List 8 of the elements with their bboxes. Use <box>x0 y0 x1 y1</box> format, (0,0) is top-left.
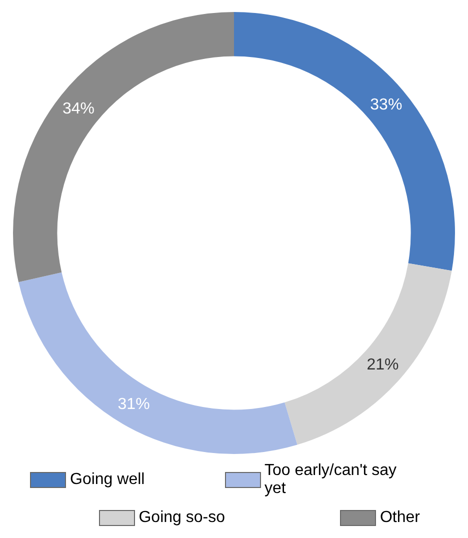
data-label: 21% <box>366 356 399 374</box>
legend-label: Going well <box>70 471 145 489</box>
data-label: 31% <box>118 396 150 414</box>
legend-label: Going so-so <box>138 509 225 527</box>
data-label: 34% <box>62 100 95 118</box>
legend-label: Too early/can't say yet <box>264 462 398 498</box>
legend-label: Other <box>380 509 420 527</box>
data-label: 33% <box>370 96 402 114</box>
